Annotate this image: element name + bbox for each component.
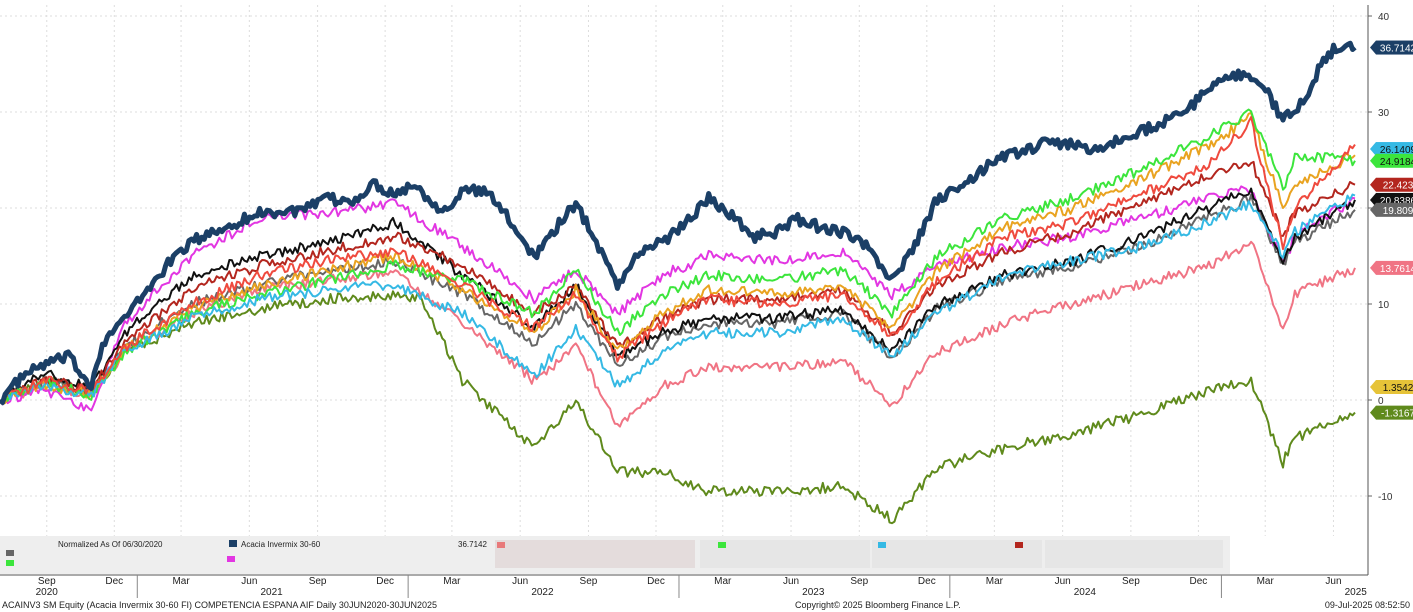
last-value-label: -1.3167 <box>1370 405 1413 420</box>
x-tick-label: Mar <box>986 576 1004 587</box>
series-line <box>0 116 1356 406</box>
y-tick-label: -10 <box>1378 492 1393 503</box>
x-year-label: 2020 <box>36 587 59 598</box>
svg-text:-1.3167: -1.3167 <box>1381 409 1413 420</box>
x-year-label: 2024 <box>1074 587 1097 598</box>
x-tick-label: Dec <box>918 576 936 587</box>
series-line <box>0 187 1356 405</box>
x-tick-label: Jun <box>1325 576 1341 587</box>
svg-text:20.8386: 20.8386 <box>1380 196 1413 207</box>
legend-swatch-5 <box>227 556 235 562</box>
y-tick-label: 0 <box>1378 396 1384 407</box>
x-tick-label: Mar <box>443 576 461 587</box>
x-tick-label: Sep <box>309 576 327 587</box>
footer-center: Copyright© 2025 Bloomberg Finance L.P. <box>795 600 961 610</box>
x-tick-label: Dec <box>376 576 394 587</box>
legend-swatch-3 <box>878 542 886 548</box>
x-tick-label: Jun <box>1055 576 1071 587</box>
svg-text:19.809: 19.809 <box>1383 206 1413 217</box>
x-year-label: 2022 <box>531 587 554 598</box>
series-line <box>0 193 1356 406</box>
footer-right: 09-Jul-2025 08:52:50 <box>1325 600 1410 610</box>
series-line <box>0 185 1356 412</box>
x-year-label: 2023 <box>802 587 825 598</box>
last-value-label: 19.809 <box>1370 202 1413 217</box>
series-line <box>0 193 1356 406</box>
legend-blur-1 <box>495 540 695 568</box>
x-axis: Sep Dec Mar Jun Sep Dec Mar Jun Sep Dec Mar Jun Sep D… <box>0 574 1368 598</box>
series-line-main <box>0 40 1357 405</box>
svg-text:13.7614: 13.7614 <box>1380 264 1413 275</box>
series-layer <box>0 40 1357 525</box>
y-tick-label: 40 <box>1378 12 1390 23</box>
legend-normalized-note: Normalized As Of 06/30/2020 <box>58 540 163 549</box>
last-value-label: 24.9184 <box>1370 153 1413 168</box>
x-tick-label: Jun <box>783 576 799 587</box>
last-value-label: 26.1409 <box>1370 142 1413 157</box>
x-tick-label: Sep <box>1122 576 1140 587</box>
svg-text:1.3542: 1.3542 <box>1383 383 1413 394</box>
x-tick-label: Dec <box>105 576 123 587</box>
x-tick-label: Sep <box>580 576 598 587</box>
legend-main-name: Acacia Invermix 30-60 <box>241 540 321 549</box>
last-value-label: 36.7142 <box>1370 40 1413 55</box>
legend-main-value: 36.7142 <box>458 540 487 549</box>
x-tick-label: Mar <box>1257 576 1275 587</box>
x-tick-label: Jun <box>512 576 528 587</box>
svg-text:24.9184: 24.9184 <box>1380 157 1413 168</box>
y-tick-label: 30 <box>1378 108 1390 119</box>
svg-text:26.1409: 26.1409 <box>1380 145 1413 156</box>
svg-text:36.7142: 36.7142 <box>1380 44 1413 55</box>
x-tick-label: Mar <box>714 576 732 587</box>
legend-blur-4 <box>1045 540 1223 568</box>
legend-swatch-1 <box>497 542 505 548</box>
series-line <box>0 160 1356 405</box>
x-tick-label: Mar <box>172 576 190 587</box>
svg-text:22.423: 22.423 <box>1383 181 1413 192</box>
x-year-label: 2021 <box>260 587 283 598</box>
legend-blur-3 <box>872 540 1042 568</box>
last-value-label: 13.7614 <box>1370 260 1413 275</box>
legend: Normalized As Of 06/30/2020 Acacia Inver… <box>0 536 1230 574</box>
footer: ACAINV3 SM Equity (Acacia Invermix 30-60… <box>2 600 1410 610</box>
series-line <box>0 108 1356 406</box>
legend-swatch-4 <box>1015 542 1023 548</box>
x-tick-label: Sep <box>850 576 868 587</box>
x-tick-label: Dec <box>1190 576 1208 587</box>
x-tick-label: Sep <box>38 576 56 587</box>
x-year-label: 2025 <box>1345 587 1368 598</box>
last-value-label: 22.423 <box>1370 177 1413 192</box>
footer-left: ACAINV3 SM Equity (Acacia Invermix 30-60… <box>2 600 437 610</box>
legend-swatch-7 <box>6 560 14 566</box>
y-tick-label: 10 <box>1378 300 1390 311</box>
legend-swatch-6 <box>6 550 14 556</box>
x-tick-label: Jun <box>241 576 257 587</box>
legend-swatch-2 <box>718 542 726 548</box>
last-value-label: 1.3542 <box>1370 379 1413 394</box>
x-tick-label: Dec <box>647 576 665 587</box>
legend-blur-2 <box>700 540 870 568</box>
series-line <box>0 290 1356 525</box>
legend-main-swatch <box>229 540 237 547</box>
